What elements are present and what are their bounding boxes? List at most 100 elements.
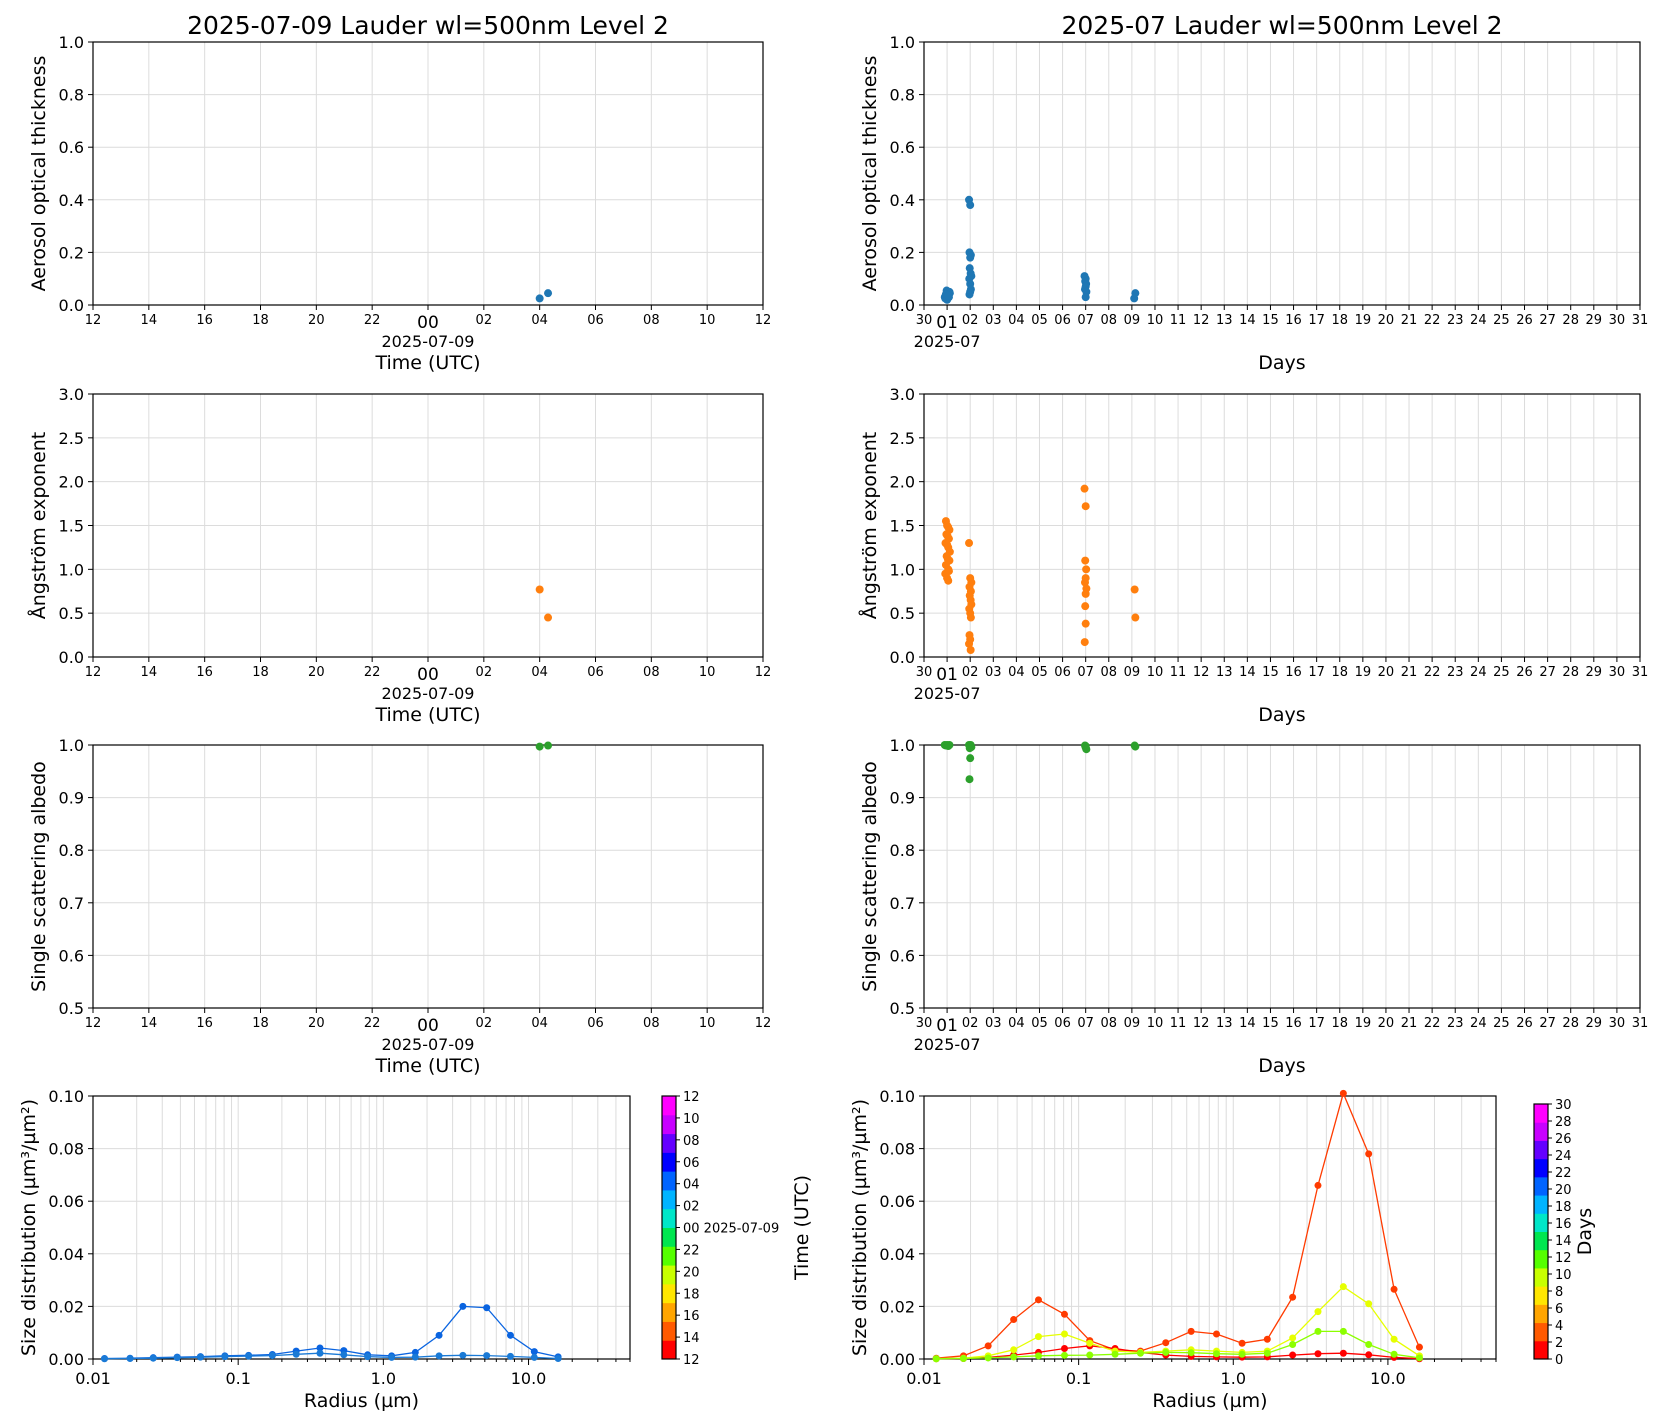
y-tick-label: 0.5	[59, 999, 84, 1018]
x-tick-label: 16	[1285, 313, 1302, 328]
colorbar-segment	[1534, 1195, 1548, 1214]
x-tick-label: 05	[1031, 1016, 1048, 1031]
colorbar-segment	[1534, 1176, 1548, 1196]
x-tick-label: 18	[1331, 313, 1348, 328]
x-tick-label: 25	[1493, 1016, 1510, 1031]
y-tick-label: 1.0	[59, 33, 84, 52]
x-tick-label: 08	[643, 665, 660, 680]
colorbar-tick-label: 26	[1555, 1132, 1572, 1147]
series-point	[1034, 1352, 1042, 1360]
series-point	[1314, 1350, 1322, 1358]
series-point	[1238, 1350, 1246, 1358]
x-tick-label: 11	[1170, 313, 1187, 328]
series-point	[530, 1353, 538, 1361]
series-point	[1213, 1350, 1221, 1358]
series-point	[554, 1354, 562, 1362]
x-date-sublabel: 2025-07	[914, 1035, 981, 1054]
y-tick-label: 0.02	[48, 1297, 84, 1316]
series-point	[1289, 1293, 1297, 1301]
plot-frame	[923, 1095, 1497, 1360]
x-tick-label: 07	[1077, 665, 1094, 680]
x-tick-label: 03	[985, 1016, 1002, 1031]
y-tick-label: 2.5	[59, 429, 84, 448]
y-tick-label: 0.04	[48, 1245, 84, 1264]
x-tick-label: 02	[962, 313, 979, 328]
x-tick-label: 02	[962, 665, 979, 680]
scatter-point	[535, 294, 544, 303]
series-point	[340, 1351, 348, 1359]
y-axis-label: Ångström exponent	[858, 432, 881, 620]
x-tick-label: 10	[699, 313, 716, 328]
series-point	[1390, 1335, 1398, 1343]
colorbar-tick-label: 0	[1555, 1353, 1563, 1368]
colorbar-segment	[662, 1340, 676, 1360]
series-point	[1187, 1349, 1195, 1357]
y-axis-label: Size distribution (µm³/µm²)	[849, 1099, 871, 1356]
colorbar-tick-label: 12	[683, 1090, 700, 1105]
x-tick-label: 0.01	[75, 1369, 111, 1388]
series-line	[936, 1091, 1420, 1359]
colorbar-tick-label: 14	[683, 1331, 700, 1346]
plot-frame	[92, 1095, 631, 1360]
x-tick-label: 18	[252, 313, 269, 328]
y-tick-label: 0.0	[59, 296, 84, 315]
x-tick-label: 12	[85, 313, 102, 328]
colorbar-segment	[1534, 1213, 1548, 1232]
x-tick-label: 20	[1378, 313, 1395, 328]
y-tick-label: 3.0	[890, 385, 915, 404]
series-point	[1289, 1334, 1297, 1342]
x-tick-label: 15	[1262, 665, 1279, 680]
scatter-point	[1082, 565, 1091, 574]
y-tick-label: 0.6	[59, 946, 84, 965]
x-tick-label: 24	[1470, 1016, 1487, 1031]
colorbar-tick-label: 30	[1555, 1098, 1572, 1113]
series-line	[936, 1330, 1420, 1360]
colorbar-tick-label: 4	[1555, 1319, 1563, 1334]
x-tick-label: 02	[476, 1016, 493, 1031]
x-tick-label: 08	[1101, 1016, 1118, 1031]
series-point	[959, 1354, 967, 1362]
x-tick-label: 18	[1331, 665, 1348, 680]
x-tick-label: 02	[962, 1016, 979, 1031]
y-tick-label: 0.06	[879, 1192, 915, 1211]
y-axis-label: Single scattering albedo	[859, 761, 881, 992]
series-point	[1365, 1300, 1373, 1308]
series-point	[1339, 1089, 1347, 1097]
series-point	[1060, 1351, 1068, 1359]
x-tick-label: 29	[1586, 665, 1603, 680]
scatter-point	[966, 741, 975, 749]
series-point	[530, 1348, 538, 1356]
x-tick-label: 16	[1285, 1016, 1302, 1031]
series-point	[483, 1304, 491, 1312]
x-tick-label: 12	[85, 1016, 102, 1031]
x-tick-label: 12	[1193, 313, 1210, 328]
series-point	[1034, 1296, 1042, 1304]
y-tick-label: 0.9	[59, 789, 84, 808]
series-point	[1314, 1181, 1322, 1189]
x-tick-label: 08	[643, 313, 660, 328]
scatter-point	[966, 613, 975, 622]
colorbar-tick-label: 02	[683, 1200, 700, 1215]
series-point	[1314, 1308, 1322, 1316]
series-point	[1390, 1350, 1398, 1358]
x-tick-label: 02	[476, 665, 493, 680]
colorbar-tick-label: 04	[683, 1178, 700, 1193]
x-tick-label: 17	[1308, 313, 1325, 328]
y-tick-label: 1.0	[59, 736, 84, 755]
x-tick-label: 26	[1516, 313, 1533, 328]
y-tick-label: 3.0	[59, 385, 84, 404]
y-tick-label: 2.5	[890, 429, 915, 448]
y-tick-label: 0.2	[890, 243, 915, 262]
series-point	[1086, 1351, 1094, 1359]
series-point	[984, 1354, 992, 1362]
series-point	[1034, 1333, 1042, 1341]
x-tick-label: 03	[985, 665, 1002, 680]
chart-p_sd_day: 0.00 0.02 0.04 0.06 0.08 0.10 0.01 0.1 1.0 10.0 Ra…	[18, 1087, 813, 1412]
series-point	[506, 1331, 514, 1339]
x-axis-label: Radius (µm)	[304, 1390, 419, 1412]
x-tick-label: 06	[587, 665, 604, 680]
x-tick-label: 00	[417, 665, 439, 685]
colorbar-tick-label: 12	[1555, 1251, 1572, 1266]
x-tick-label: 20	[308, 313, 325, 328]
